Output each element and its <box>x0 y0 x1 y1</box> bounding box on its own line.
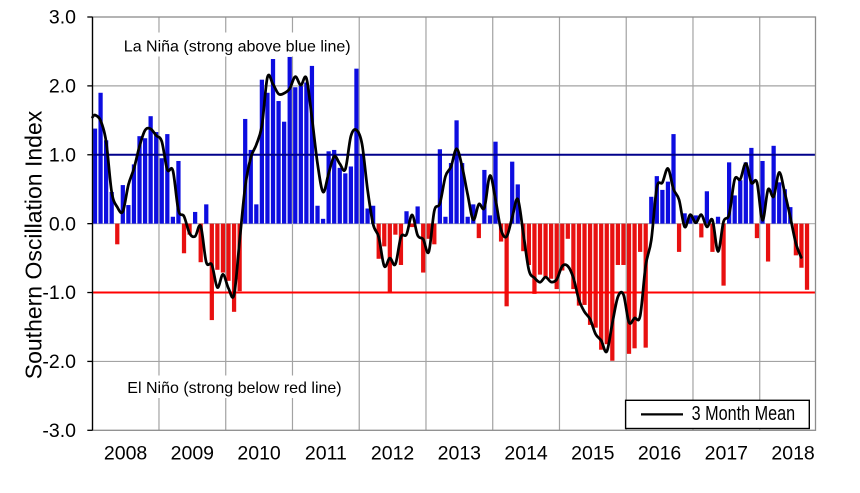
svg-text:2008: 2008 <box>104 443 147 465</box>
svg-text:2017: 2017 <box>705 443 748 465</box>
svg-text:2018: 2018 <box>771 443 814 465</box>
svg-text:3.0: 3.0 <box>49 7 76 29</box>
svg-text:3 Month Mean: 3 Month Mean <box>692 403 795 425</box>
svg-text:2014: 2014 <box>504 443 548 465</box>
svg-text:-2.0: -2.0 <box>42 351 76 373</box>
svg-text:2016: 2016 <box>638 443 681 465</box>
svg-text:2009: 2009 <box>171 443 214 465</box>
svg-text:1.0: 1.0 <box>49 144 76 166</box>
svg-text:2.0: 2.0 <box>49 76 76 98</box>
svg-text:2011: 2011 <box>305 443 347 465</box>
svg-text:-3.0: -3.0 <box>42 420 76 442</box>
svg-text:2013: 2013 <box>438 443 481 465</box>
svg-text:-1.0: -1.0 <box>42 282 76 304</box>
svg-text:0.0: 0.0 <box>49 213 76 235</box>
svg-text:2015: 2015 <box>571 443 615 465</box>
svg-text:La Niña (strong above blue lin: La Niña (strong above blue line) <box>124 39 351 56</box>
svg-text:2012: 2012 <box>371 443 414 465</box>
svg-text:2010: 2010 <box>237 443 281 465</box>
svg-text:El Niño (strong below red line: El Niño (strong below red line) <box>127 380 341 397</box>
svg-text:Southern Oscillation Index: Southern Oscillation Index <box>21 110 47 379</box>
